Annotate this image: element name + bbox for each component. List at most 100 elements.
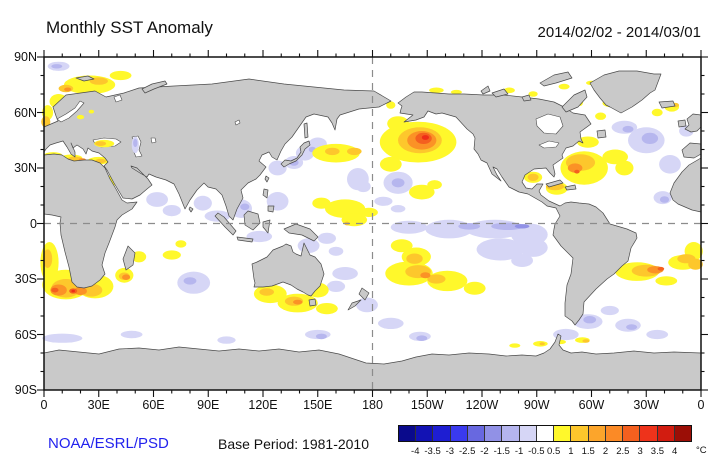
reference-lines-layer [44,57,701,390]
lon-tick-label: 120E [248,398,278,412]
colorbar-tick-label: -3 [445,446,455,457]
map-frame [43,56,702,391]
anomaly-region-c1 [356,180,371,193]
anomaly-region-c1 [332,267,358,280]
island-java [236,236,254,243]
anomaly-region-w2 [688,258,703,270]
island-borneo [243,210,261,231]
anomaly-region-c2 [183,277,197,285]
anomaly-region-w2 [406,253,423,264]
island-sakhalin [303,122,309,139]
anomaly-region-c2 [622,125,634,133]
anomaly-region-w1 [427,180,442,190]
anomaly-region-w1 [577,136,599,148]
anomaly-region-w1 [88,109,95,114]
anomaly-region-w1 [602,149,628,165]
anomaly-region-c2 [391,178,405,188]
colorbar-unit-label: °C [696,445,707,456]
landmass-greenland [589,70,662,114]
inland-anomaly-layer [76,109,139,154]
colorbar-cell [554,426,572,441]
anomaly-region-c1 [390,205,406,213]
anomaly-region-w2 [539,342,545,346]
colorbar-tick-label: -3.5 [424,446,441,457]
colorbar-tick-label: 1 [568,446,574,457]
anomaly-region-c2 [240,203,250,211]
great-lakes [538,140,560,149]
colorbar-cell [399,426,417,441]
anomaly-region-w1 [390,239,413,253]
colorbar-cell [433,426,451,441]
anomaly-region-c3 [514,224,530,229]
lon-tick-label: 30W [633,398,660,412]
landmass-eurasia [43,78,392,221]
anomaly-region-w1 [76,114,85,120]
anomaly-region-w3 [293,299,303,305]
colorbar-tick-label: -1 [514,446,524,457]
lat-tick-label: 30S [14,272,37,286]
white-sea [113,94,123,103]
page-title: Monthly SST Anomaly [46,18,213,37]
anomaly-region-c2 [583,316,597,324]
landmass-africa [43,153,138,289]
anomaly-region-c1 [390,220,428,234]
anomaly-region-w1 [409,184,435,200]
lon-tick-label: 150E [303,398,333,412]
island-southampton [521,94,532,102]
anomaly-region-c1 [317,232,336,244]
data-source-link[interactable]: NOAA/ESRL/PSD [48,435,169,452]
anomaly-region-w4 [657,266,665,271]
colorbar-tick-label: 3.5 [650,446,665,457]
colorbar-tick-label: 2.5 [616,446,630,457]
island-baffin [561,89,588,113]
anomaly-region-w2 [43,249,53,268]
colorbar-cell [416,426,434,441]
continents-layer [43,70,702,391]
island-sri-lanka [188,206,194,213]
lon-tick-label: 180 [362,398,383,412]
anomaly-region-w5 [421,135,429,140]
island-iceland [658,100,676,109]
lon-tick-label: 60W [578,398,605,412]
anomaly-region-c1 [511,254,533,267]
anomaly-region-w1 [558,83,570,90]
anomaly-region-c1 [476,238,524,261]
lat-tick-label: 30N [14,161,37,175]
island-taiwan [264,175,270,183]
lat-tick-label: 90N [14,50,37,64]
island-newfoundland [596,129,607,139]
island-great-britain [684,113,702,133]
anomaly-region-c2 [491,222,524,230]
colorbar-cell [605,426,624,441]
colorbar-tick-label: 2 [602,446,609,457]
lon-tick-label: 0 [697,398,705,412]
base-period-label: Base Period: 1981-2010 [218,436,369,452]
anomaly-region-w1 [651,108,663,117]
island-luzon [262,188,269,199]
colorbar-tick-label: 0.5 [547,446,561,457]
island-victoria [491,88,509,98]
anomaly-region-c1 [646,329,669,340]
anomaly-region-w2 [325,147,340,156]
anomaly-region-w3 [50,284,67,296]
landmass-madagascar [122,245,136,271]
anomaly-region-c1 [193,195,212,211]
colorbar-cell [467,426,486,441]
island-novaya-zemlya [141,80,168,94]
anomaly-region-c1 [356,297,378,313]
anomaly-region-w1 [316,303,338,315]
anomaly-region-w2 [95,141,107,146]
colorbar-tick-label: -2.5 [458,446,476,457]
anomaly-region-c1 [328,246,344,256]
anomaly-region-c1 [217,336,236,344]
anomaly-region-c2 [659,196,670,203]
anomaly-region-c1 [378,317,404,329]
island-tasmania [308,298,317,307]
anomaly-region-w1 [429,87,444,94]
lat-tick-label: 60S [14,327,37,342]
anomaly-region-c1 [326,280,346,292]
colorbar-tick-label: 3 [637,446,643,457]
anomaly-region-c1 [162,205,181,217]
anomaly-region-w1 [450,89,462,95]
anomaly-region-w1 [131,251,147,263]
